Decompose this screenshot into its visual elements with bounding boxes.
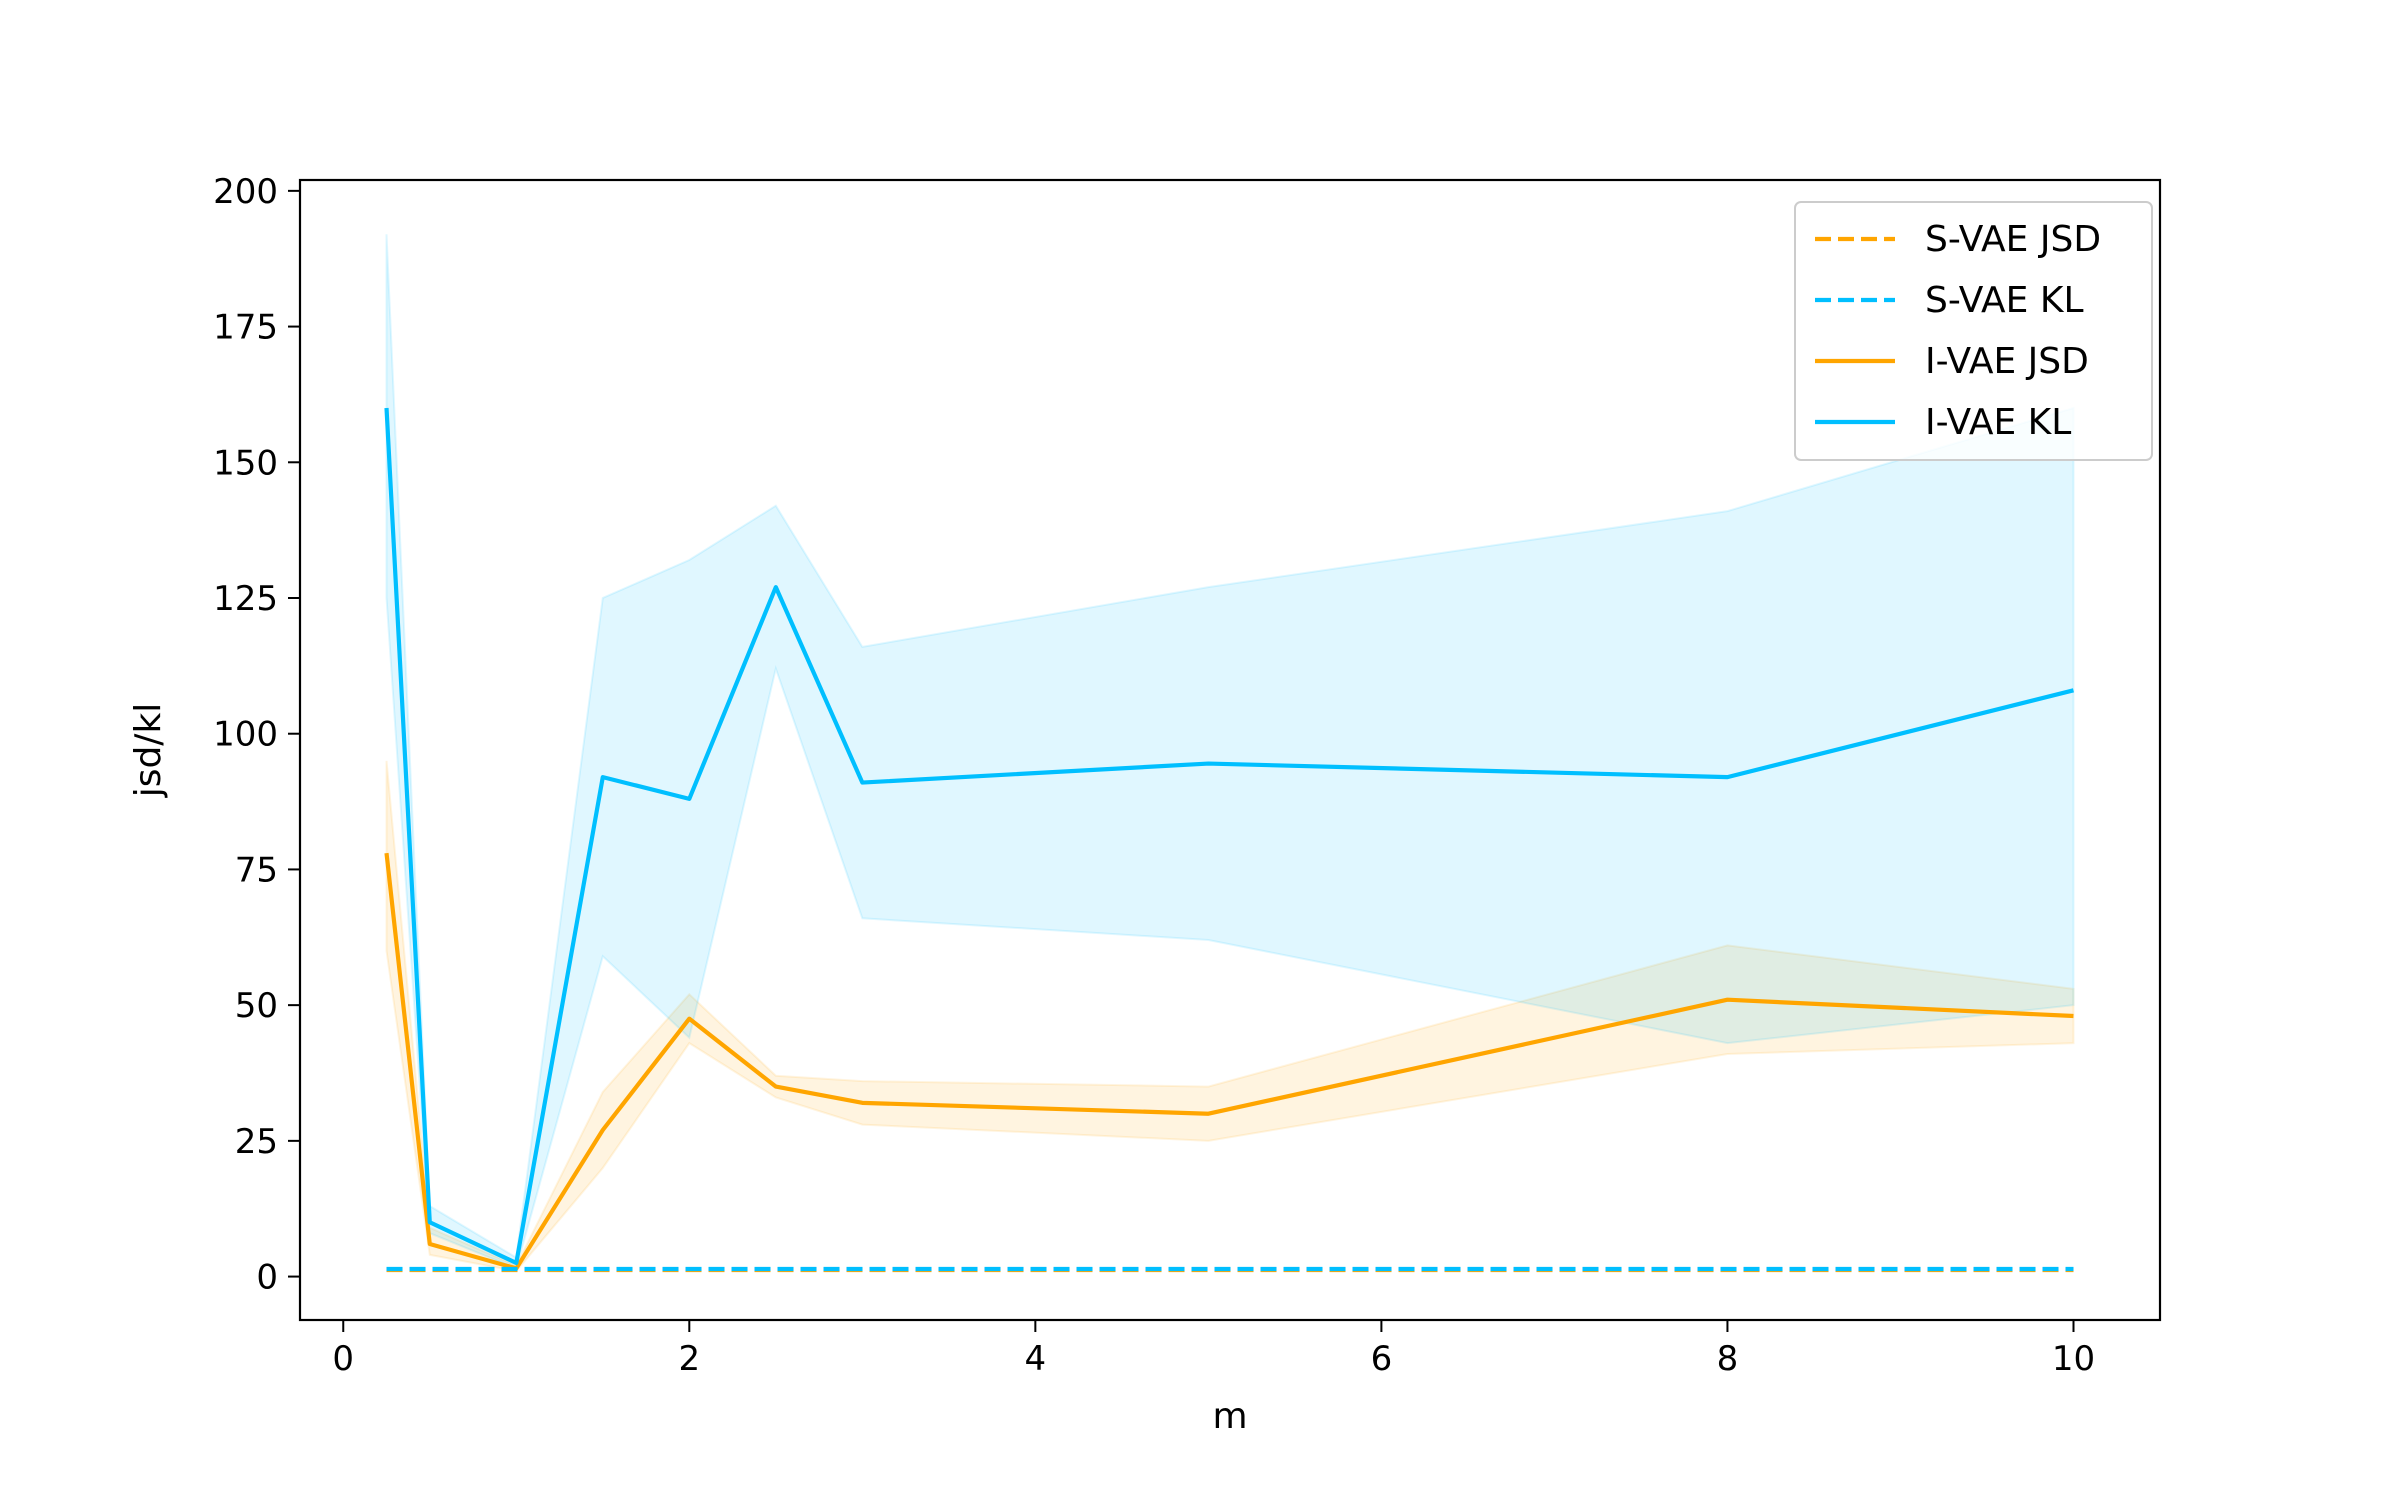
x-tick-label: 8	[1717, 1339, 1739, 1379]
y-tick-label: 25	[235, 1122, 278, 1162]
legend-label-1: S-VAE KL	[1925, 280, 2084, 321]
y-tick-label: 175	[213, 308, 278, 348]
x-tick-label: 2	[678, 1339, 700, 1379]
y-axis-title: jsd/kl	[128, 703, 169, 799]
x-tick-label: 6	[1371, 1339, 1393, 1379]
y-tick-label: 50	[235, 986, 278, 1026]
plot-area-frame	[298, 178, 2162, 1322]
y-tick-label: 0	[256, 1258, 278, 1298]
x-tick-label: 0	[332, 1339, 354, 1379]
legend: S-VAE JSD S-VAE KL I-VAE JSD I-VAE KL	[1794, 201, 2153, 461]
x-tick-label: 4	[1025, 1339, 1047, 1379]
series-line-2	[384, 852, 2074, 1271]
x-axis-title: m	[1212, 1396, 1247, 1437]
y-tick-label: 200	[213, 172, 278, 212]
legend-label-2: I-VAE JSD	[1925, 341, 2089, 382]
series-line-3	[384, 407, 2074, 1266]
x-tick-label: 10	[2052, 1339, 2095, 1379]
y-tick-label: 125	[213, 579, 278, 619]
series-lines	[384, 407, 2074, 1273]
legend-label-3: I-VAE KL	[1925, 402, 2071, 443]
confidence-band-2	[385, 760, 2075, 1273]
legend-label-0: S-VAE JSD	[1925, 219, 2101, 260]
y-tick-label: 150	[213, 443, 278, 483]
x-axis: 0 2 4 6 8 10	[332, 1320, 2095, 1379]
y-tick-label: 100	[213, 715, 278, 755]
y-axis: 0 25 50 75 100 125 150 175 200	[213, 172, 300, 1298]
confidence-band-3	[385, 234, 2075, 1270]
legend-box	[1794, 201, 2153, 461]
y-tick-label: 75	[235, 850, 278, 890]
confidence-bands	[385, 234, 2075, 1273]
